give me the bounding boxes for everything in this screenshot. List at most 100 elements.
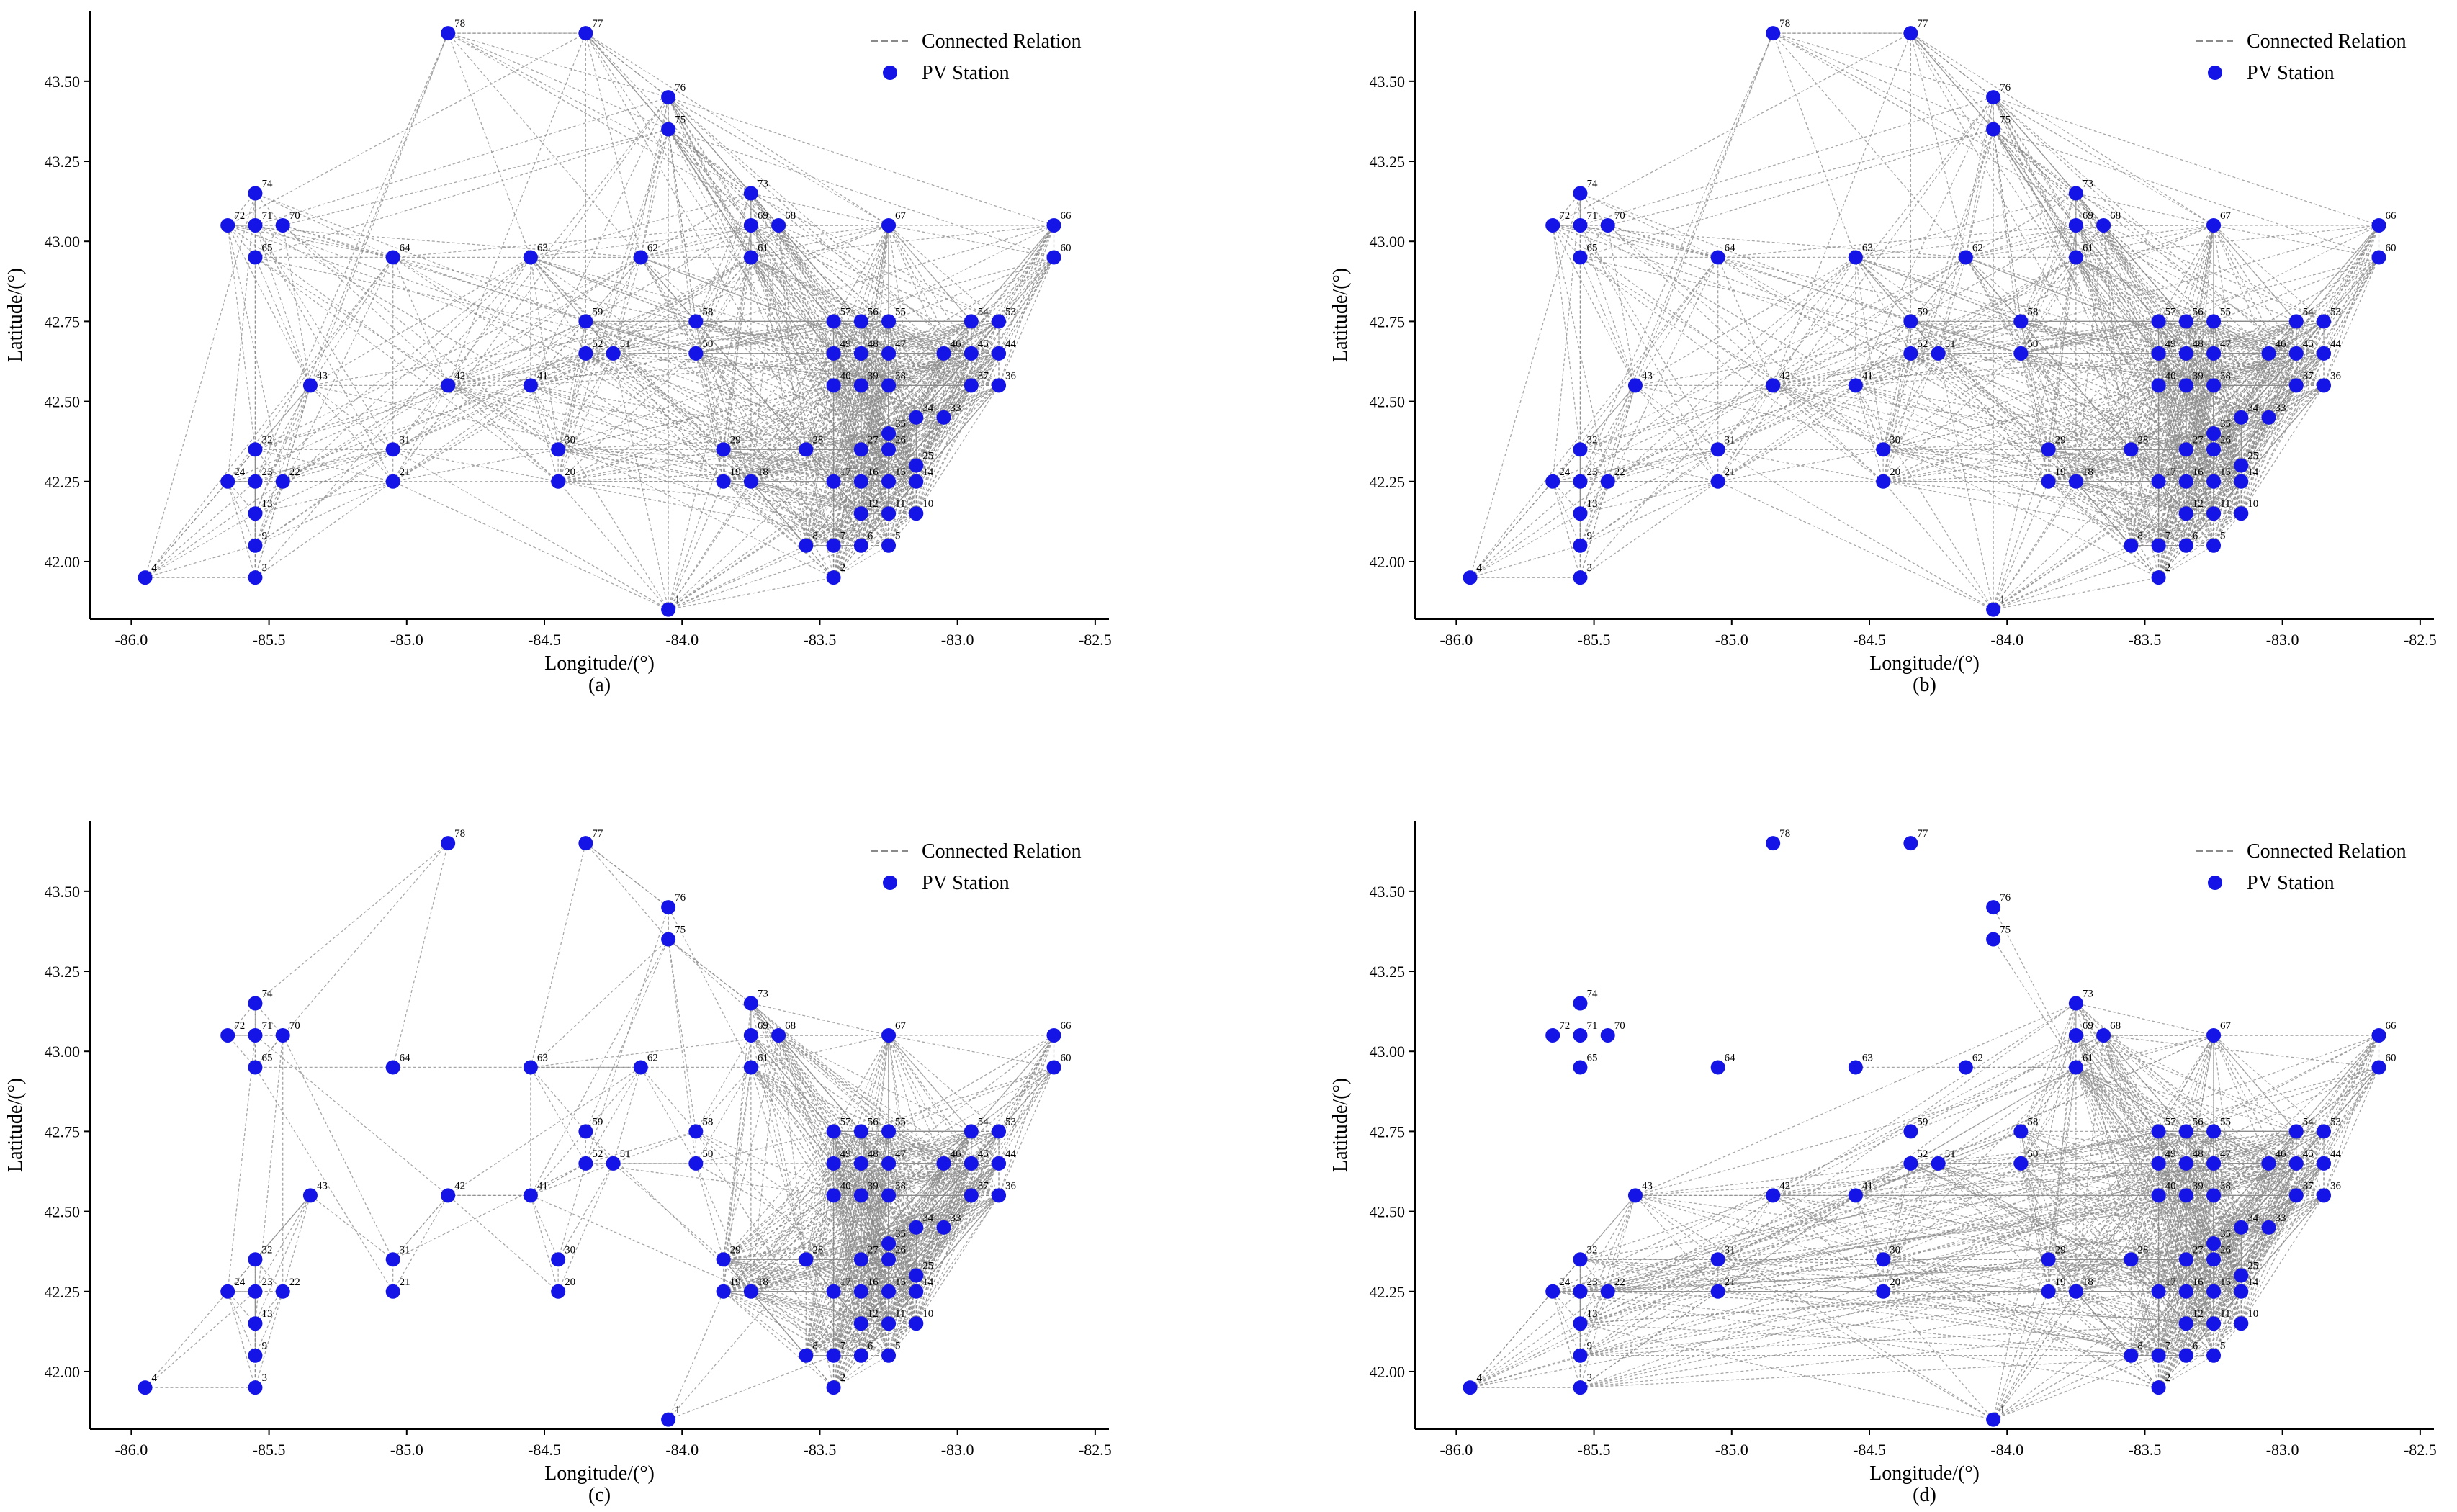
y-tick-label: 42.00 [45, 553, 81, 571]
connection-line [2186, 1195, 2214, 1292]
connection-line [1772, 257, 1856, 386]
connection-line [530, 256, 696, 323]
pv-station-point [2317, 314, 2332, 329]
connection-line [2268, 1131, 2297, 1228]
pv-station-point [2068, 186, 2083, 201]
connection-line [1910, 320, 2242, 418]
pv-station-point [2206, 346, 2222, 361]
connection-line [888, 320, 1000, 354]
pv-station-point [909, 1316, 924, 1331]
connection-line [228, 225, 641, 258]
connection-line [806, 417, 917, 450]
connection-line [2240, 1163, 2297, 1276]
station-id-label: 6 [868, 1341, 873, 1352]
legend-point-swatch [2208, 66, 2222, 80]
connection-line [2158, 465, 2242, 578]
connection-line [255, 353, 586, 450]
connection-line [282, 384, 449, 482]
connection-line [668, 96, 889, 226]
station-id-label: 22 [289, 1277, 300, 1288]
connection-line [1993, 129, 2077, 226]
connection-line [530, 385, 559, 450]
connection-line [1579, 225, 1719, 482]
connection-line [832, 385, 862, 514]
x-tick-label: -85.0 [390, 631, 423, 649]
connection-line [557, 353, 696, 450]
station-id-label: 65 [261, 1052, 272, 1063]
connection-line [613, 353, 724, 450]
connection-line [1855, 1163, 2296, 1196]
station-id-label: 33 [2276, 1212, 2286, 1224]
pv-station-point [385, 1252, 400, 1267]
y-tick-label: 43.25 [1370, 963, 1406, 981]
connection-line [1882, 353, 1912, 482]
station-id-label: 40 [840, 1180, 851, 1192]
connection-line [2048, 384, 2159, 450]
legend-label-connected: Connected Relation [922, 30, 1082, 53]
connection-line [1910, 320, 2021, 354]
pv-station-point [881, 346, 897, 361]
x-tick-label: -84.0 [665, 1441, 699, 1459]
connection-line [832, 1035, 889, 1164]
connection-line [888, 1163, 1000, 1196]
connection-line [2048, 353, 2325, 450]
pv-station-point [743, 1284, 758, 1299]
connection-line [254, 257, 311, 386]
station-id-label: 13 [261, 1308, 272, 1320]
pv-station-point [385, 250, 400, 265]
pv-station-point [2178, 442, 2193, 457]
connection-line [1717, 1195, 1774, 1292]
station-id-label: 51 [1945, 338, 1956, 350]
station-id-label: 75 [675, 114, 686, 126]
pv-station-point [2178, 474, 2193, 489]
connection-line [832, 1131, 889, 1244]
connection-line [861, 1227, 945, 1356]
pv-station-point [2234, 1268, 2249, 1283]
station-id-label: 12 [868, 1308, 879, 1320]
connection-line [998, 1035, 1055, 1132]
connection-line [255, 192, 393, 258]
connection-line [530, 96, 669, 386]
connection-line [255, 256, 559, 450]
station-id-label: 43 [317, 1180, 328, 1192]
connection-line [1910, 32, 2214, 354]
connection-line [888, 417, 917, 514]
station-id-label: 11 [895, 1308, 905, 1320]
connection-line [227, 1035, 256, 1292]
connection-line [861, 321, 889, 386]
station-id-label: 21 [1725, 1277, 1735, 1288]
pv-station-point [936, 410, 951, 425]
connection-line [254, 385, 311, 546]
connection-line [310, 1194, 394, 1260]
pv-station-point [881, 1284, 897, 1299]
connection-line [668, 128, 1054, 258]
connection-line [832, 1131, 862, 1196]
connection-line [915, 1131, 972, 1228]
connection-line [805, 449, 835, 546]
connection-line [530, 1130, 586, 1196]
connection-line [2075, 1066, 2269, 1228]
connection-line [227, 481, 256, 578]
connection-line [585, 353, 724, 450]
pv-station-point [2234, 458, 2249, 473]
connection-line [282, 225, 311, 386]
connection-line [1882, 321, 1912, 482]
pv-station-point [2151, 1156, 2166, 1171]
station-id-label: 77 [1917, 828, 1928, 840]
connection-line [254, 385, 311, 514]
connection-line [2186, 321, 2242, 418]
connection-line [2186, 225, 2214, 354]
x-tick-label: -85.5 [1578, 1441, 1611, 1459]
station-id-label: 36 [2330, 370, 2342, 382]
connection-line [585, 906, 669, 1164]
connection-line [750, 1274, 917, 1292]
connection-line [2268, 1163, 2297, 1228]
connection-line [833, 1194, 972, 1292]
connection-line [1772, 384, 1884, 482]
station-id-label: 28 [812, 434, 823, 446]
panel-label: (c) [588, 1484, 611, 1506]
edge-group [144, 32, 1055, 611]
connection-line [530, 1195, 559, 1292]
connection-line [805, 353, 835, 450]
station-id-label: 4 [151, 1372, 157, 1384]
